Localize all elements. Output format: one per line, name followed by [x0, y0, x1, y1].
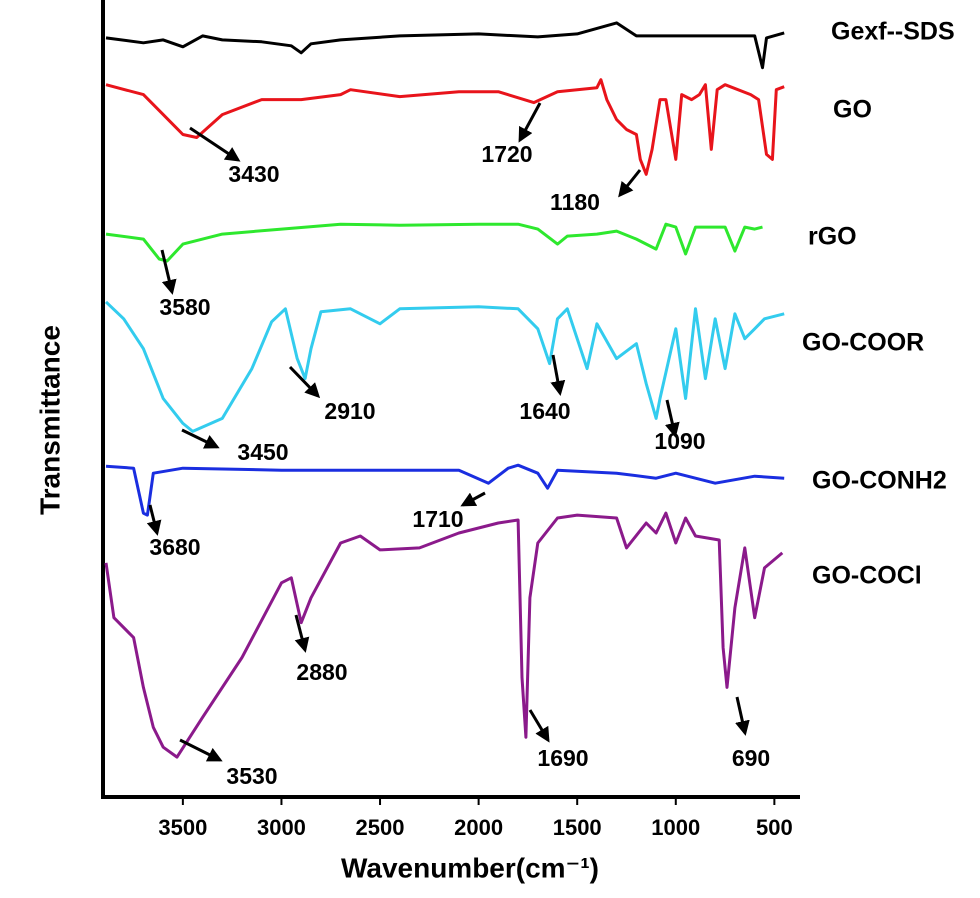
x-tick-label: 3500 [158, 815, 207, 840]
annotation-arrow [618, 169, 642, 198]
spectrum-line [104, 300, 785, 433]
annotation: 1690 [537, 745, 588, 771]
legend-label: GO [833, 96, 872, 124]
x-tick-label: 500 [756, 815, 793, 840]
annotation-arrow [189, 126, 241, 162]
annotation-arrow [288, 365, 321, 399]
annotation-arrow [528, 709, 550, 743]
spectrum-line [105, 222, 763, 263]
annotation: 3430 [228, 161, 279, 187]
annotation: 3530 [226, 763, 277, 789]
x-tick-label: 1000 [651, 815, 700, 840]
x-axis-title: Wavenumber(cm⁻¹) [341, 852, 599, 883]
spectrum-line [105, 463, 785, 517]
legend-label: rGO [808, 223, 857, 251]
spectrum-line [105, 78, 785, 176]
annotation-arrow [518, 102, 542, 143]
annotation-arrow [294, 614, 310, 653]
annotation-arrow [735, 696, 750, 736]
x-tick-label: 3000 [257, 815, 306, 840]
annotation-arrow [181, 428, 220, 449]
annotation: 2910 [324, 398, 375, 424]
annotation: 1720 [481, 141, 532, 167]
legend-label: GO-COCl [812, 562, 922, 590]
legend-label: GO-COOR [802, 329, 924, 357]
x-tick-label: 2000 [454, 815, 503, 840]
annotation-arrow [460, 491, 486, 507]
annotation-arrow [550, 354, 566, 396]
legend-label: Gexf--SDS [831, 18, 955, 46]
annotation: 1640 [519, 398, 570, 424]
annotation: 1090 [654, 428, 705, 454]
legend-label: GO-CONH2 [812, 467, 947, 495]
annotation: 1180 [550, 189, 600, 215]
annotation-arrow [665, 399, 680, 438]
annotation: 1710 [412, 506, 463, 532]
spectrum-line [104, 511, 784, 759]
y-axis-title: Transmittance [34, 325, 65, 515]
spectrum-line [105, 21, 785, 70]
x-tick-label: 1500 [553, 815, 602, 840]
annotation: 3450 [237, 439, 288, 465]
annotation-arrow [160, 249, 177, 295]
annotation: 3580 [159, 294, 210, 320]
annotation: 690 [732, 745, 770, 771]
annotation-arrow [146, 504, 162, 536]
annotation-arrow [179, 738, 223, 762]
x-tick-label: 2500 [356, 815, 405, 840]
annotation: 2880 [296, 659, 347, 685]
annotation: 3680 [149, 534, 200, 560]
